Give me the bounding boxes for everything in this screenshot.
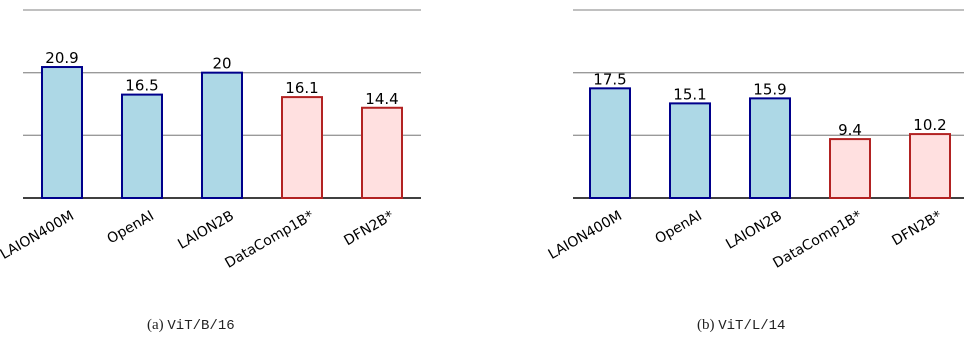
bar bbox=[201, 71, 243, 199]
data-label: 15.9 bbox=[753, 80, 786, 98]
chart-panel-b: 17.5 LAION400M 15.1 OpenAI 15.9 LAION2B 9.4 Dat… bbox=[546, 0, 964, 337]
x-tick-label: LAION400M bbox=[0, 208, 77, 263]
bar bbox=[121, 93, 163, 199]
bar-chart-vit-b16: 20.9 LAION400M 16.5 OpenAI 20 LAION2B 16.1 Data… bbox=[0, 9, 421, 272]
data-label: 16.1 bbox=[285, 79, 318, 97]
x-tick-label: DFN2B* bbox=[889, 208, 944, 249]
bar bbox=[361, 106, 403, 199]
x-tick-label: LAION400M bbox=[546, 208, 625, 263]
x-tick-label: LAION2B bbox=[723, 208, 785, 253]
caption-a-prefix: (a) bbox=[147, 317, 164, 333]
x-tick-label: LAION2B bbox=[175, 208, 237, 253]
data-label: 20 bbox=[212, 55, 231, 73]
caption-b-prefix: (b) bbox=[697, 317, 715, 333]
data-label: 14.4 bbox=[365, 90, 398, 108]
caption-a-model: ViT/B/16 bbox=[167, 318, 235, 334]
x-tick-label: DFN2B* bbox=[341, 208, 396, 249]
bar bbox=[281, 96, 323, 199]
data-label: 9.4 bbox=[838, 121, 862, 139]
bar bbox=[669, 102, 711, 199]
caption-a: (a) ViT/B/16 bbox=[147, 315, 235, 335]
data-label: 10.2 bbox=[913, 116, 946, 134]
caption-b-model: ViT/L/14 bbox=[718, 318, 786, 334]
bar bbox=[749, 97, 791, 199]
chart-panel-a: 20.9 LAION400M 16.5 OpenAI 20 LAION2B 16.1 Data… bbox=[0, 0, 440, 337]
bar bbox=[829, 138, 871, 200]
bar-chart-vit-l14: 17.5 LAION400M 15.1 OpenAI 15.9 LAION2B 9.4 Dat… bbox=[546, 9, 964, 272]
data-label: 17.5 bbox=[593, 70, 626, 88]
data-label: 20.9 bbox=[45, 49, 78, 67]
x-tick-label: OpenAI bbox=[105, 208, 157, 247]
data-label: 15.1 bbox=[673, 85, 706, 103]
x-tick-label: DataComp1B* bbox=[222, 208, 316, 272]
x-tick-label: OpenAI bbox=[653, 208, 705, 247]
bar bbox=[589, 87, 631, 199]
caption-b: (b) ViT/L/14 bbox=[697, 315, 785, 335]
bar bbox=[41, 66, 83, 199]
bar bbox=[909, 133, 951, 199]
data-label: 16.5 bbox=[125, 77, 158, 95]
x-tick-label: DataComp1B* bbox=[770, 208, 864, 272]
